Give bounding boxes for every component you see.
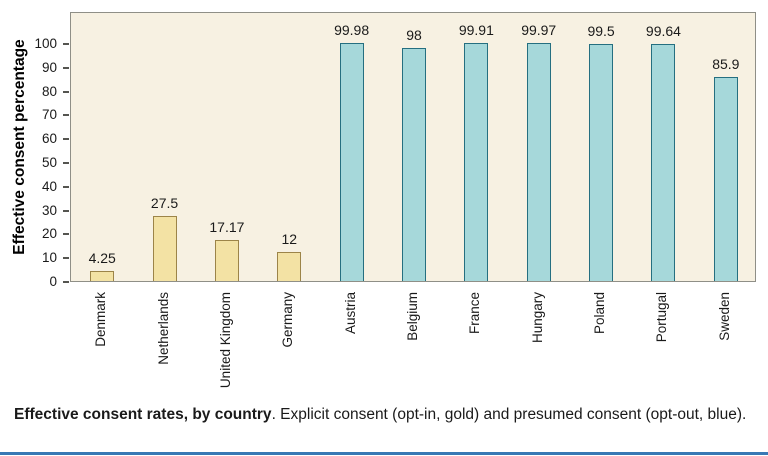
y-tick-mark [63,185,69,188]
bar-value-label: 99.64 [645,23,681,39]
bar-value-label: 99.97 [521,22,557,38]
bar-value-label: 98 [406,27,422,43]
y-tick-label: 10 [41,250,57,266]
bar-netherlands [152,216,177,281]
bar-sweden [713,77,738,281]
y-tick-label: 40 [41,178,57,194]
y-tick-mark [63,233,69,236]
y-tick-label: 90 [41,59,57,75]
y-tick-label: 70 [41,107,57,123]
bar-austria [339,43,364,281]
y-tick-label: 30 [41,202,57,218]
bar-france [464,43,489,281]
bar-value-label: 85.9 [712,56,740,72]
y-tick-label: 100 [34,36,57,51]
bar-poland [589,44,614,281]
y-tick-label: 60 [41,131,57,147]
bar-belgium [402,48,426,281]
bar-denmark [90,271,115,281]
bar-value-label: 99.91 [458,22,494,38]
caption-text: . Explicit consent (opt-in, gold) and pr… [271,406,747,423]
bar-portugal [651,44,676,281]
caption-rule [0,452,768,455]
bar-value-label: 99.98 [334,22,370,38]
y-tick-label: 80 [41,83,57,99]
y-tick-mark [63,257,69,260]
y-axis: Effective consent percentage 0 10 20 30 40 50… [0,0,70,300]
bar-value-label: 17.17 [209,219,245,235]
bar-germany [277,252,302,281]
y-tick-mark [63,90,69,93]
bar-hungary [526,43,551,281]
y-tick-mark [63,43,69,45]
bar-united-kingdom [214,240,239,281]
caption: Effective consent rates, by country. Exp… [14,404,756,426]
y-tick-mark [63,209,69,212]
plot-area: 4.25 27.5 17.17 12 99.98 98 99.91 99.97 99.5 99.6… [70,12,756,282]
y-tick-label: 50 [41,155,57,170]
bar-value-label: 12 [281,231,298,247]
y-tick-mark [63,66,69,69]
bar-value-label: 27.5 [150,195,179,211]
bar-value-label: 4.25 [88,250,116,266]
bar-value-label: 99.5 [587,23,615,39]
caption-title: Effective consent rates, by country [14,406,272,423]
y-tick-mark [63,281,69,283]
y-tick-label: 20 [41,226,57,242]
y-tick-mark [63,138,69,141]
y-tick-mark [63,162,69,164]
y-tick-mark [63,114,69,117]
y-tick-label: 0 [49,274,57,289]
